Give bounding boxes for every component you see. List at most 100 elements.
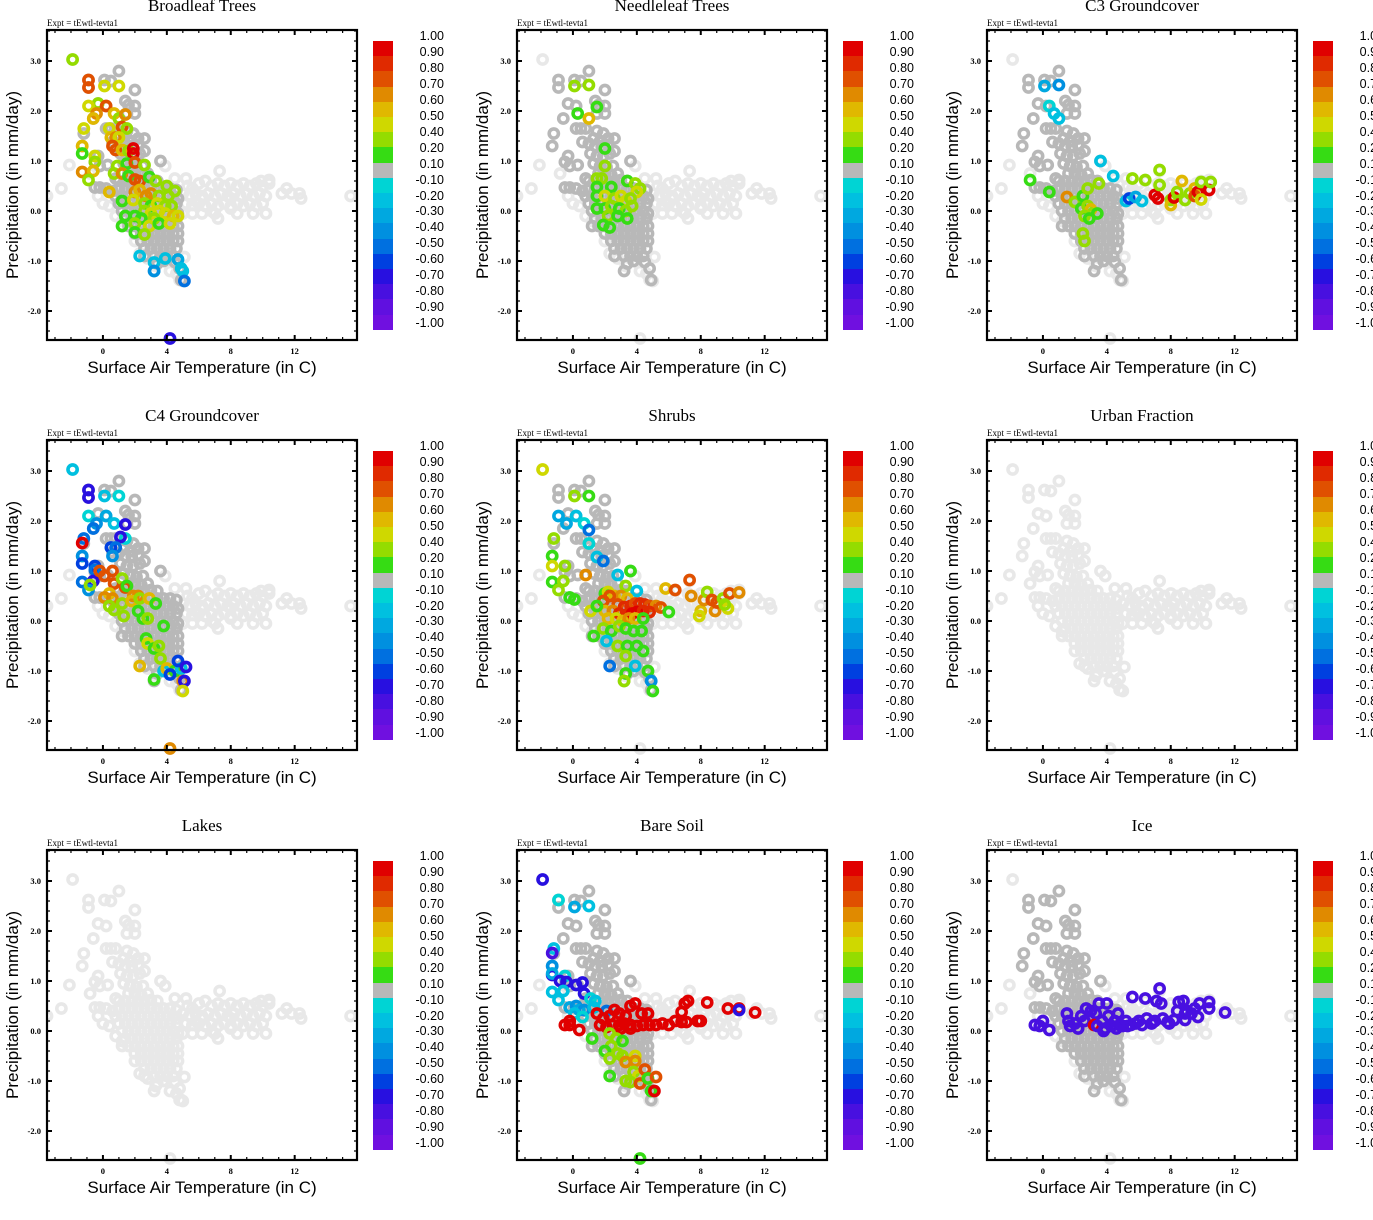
colorbar-label: 0.70 <box>419 76 444 91</box>
data-point-insignificant <box>1033 1001 1047 1014</box>
data-point <box>1175 174 1189 188</box>
colorbar-segment <box>1313 1013 1333 1029</box>
data-point-masked <box>1145 614 1158 628</box>
x-tick-label: 0 <box>1041 756 1045 766</box>
data-point-insignificant <box>98 483 111 497</box>
data-point-masked <box>55 182 68 195</box>
colorbar-segment <box>843 299 863 315</box>
colorbar-label: 0.70 <box>419 486 444 501</box>
data-point <box>179 660 193 674</box>
colorbar-label: 0.70 <box>889 896 914 911</box>
colorbar-label: -0.10 <box>885 172 915 187</box>
data-point <box>593 1018 607 1032</box>
data-point-insignificant <box>138 554 151 568</box>
data-point-masked <box>633 742 647 755</box>
data-point-insignificant <box>1028 1001 1042 1014</box>
colorbar-segment <box>373 238 393 254</box>
data-point-masked <box>1151 1032 1165 1045</box>
colorbar-segment <box>373 223 393 239</box>
data-point-masked <box>138 964 151 978</box>
colorbar-segment <box>373 694 393 710</box>
colorbar-label: -0.80 <box>885 284 915 299</box>
y-tick-label: 2.0 <box>500 926 511 936</box>
data-point-masked <box>1022 491 1035 504</box>
colorbar-label: -0.50 <box>885 236 915 251</box>
data-point-masked <box>1015 549 1029 563</box>
colorbar-label: 0.80 <box>419 60 444 75</box>
data-point <box>668 583 682 597</box>
data-point-masked <box>1003 568 1016 582</box>
data-point-insignificant <box>1062 1039 1075 1053</box>
colorbar-segment <box>373 937 393 953</box>
data-point-masked <box>246 1027 260 1040</box>
data-point <box>1178 1007 1192 1020</box>
data-point <box>136 612 150 625</box>
data-point <box>82 99 95 113</box>
panel-title: C4 Groundcover <box>145 406 259 425</box>
data-point <box>603 1052 617 1065</box>
colorbar-label: -0.70 <box>1355 678 1373 693</box>
colorbar-label: 0.80 <box>1359 880 1373 895</box>
data-point-insignificant <box>154 564 167 578</box>
data-point-insignificant <box>1049 942 1063 955</box>
colorbar-label: 0.40 <box>419 124 444 139</box>
colorbar-segment <box>373 481 393 497</box>
colorbar-segment <box>1313 162 1333 178</box>
data-point-insignificant <box>582 884 596 898</box>
data-point <box>115 194 129 208</box>
data-point <box>636 644 650 658</box>
colorbar-label: 0.60 <box>1359 92 1373 107</box>
data-point <box>1121 1019 1134 1033</box>
data-point-insignificant <box>1041 158 1055 172</box>
data-point-masked <box>102 199 116 213</box>
data-point-masked <box>1017 537 1031 550</box>
colorbar-label: 0.10 <box>419 566 444 581</box>
colorbar-segment <box>1313 557 1333 573</box>
x-tick-label: 12 <box>1230 1166 1239 1176</box>
y-tick-label: 2.0 <box>30 926 41 936</box>
data-point-masked <box>99 919 113 933</box>
colorbar-label: -0.80 <box>1355 694 1373 709</box>
colorbar-segment <box>373 648 393 664</box>
data-point <box>552 583 565 597</box>
data-point-masked <box>205 1024 218 1038</box>
data-point-masked <box>213 164 226 178</box>
colorbar-label: 0.60 <box>419 502 444 517</box>
data-point <box>1100 997 1114 1010</box>
data-point-masked <box>665 207 679 220</box>
plot-area: 0 4 8 12 3.0 2.0 1.0 0.0 -1.0 -2.0 <box>28 848 359 1176</box>
data-point <box>1097 1024 1110 1038</box>
colorbar-segment <box>373 101 393 118</box>
data-point <box>545 946 559 960</box>
data-point <box>732 1003 746 1017</box>
data-point-masked <box>224 602 238 615</box>
y-tick-label: 1.0 <box>500 976 511 986</box>
colorbar-segment <box>373 587 393 604</box>
colorbar-label: 0.50 <box>889 518 914 533</box>
data-point <box>1146 1015 1160 1029</box>
colorbar-segment <box>843 223 863 239</box>
data-point <box>556 984 570 998</box>
data-point-masked <box>665 617 679 630</box>
panel-title: Shrubs <box>648 406 696 425</box>
x-tick-label: 8 <box>229 346 233 356</box>
colorbar-segment <box>373 299 393 315</box>
colorbar-label: -0.90 <box>1355 300 1373 315</box>
x-axis-label: Surface Air Temperature (in C) <box>557 768 787 787</box>
colorbar-label: -0.10 <box>1355 582 1373 597</box>
colorbar-segment <box>1313 648 1333 664</box>
colorbar-segment <box>843 253 863 270</box>
data-point-masked <box>1078 542 1091 555</box>
x-tick-label: 0 <box>101 756 105 766</box>
colorbar-label: -0.30 <box>1355 614 1373 629</box>
data-point-insignificant <box>1052 884 1066 898</box>
colorbar-label: 0.10 <box>419 976 444 991</box>
data-point-insignificant <box>598 83 612 97</box>
plot-frame <box>515 438 829 752</box>
data-point <box>572 1023 586 1037</box>
data-point-insignificant <box>1071 132 1085 145</box>
colorbar-label: 0.90 <box>1359 454 1373 469</box>
data-point-masked <box>1006 873 1019 886</box>
colorbar-labels: 1.000.900.800.700.600.500.400.200.10-0.1… <box>1340 439 1373 742</box>
data-point-masked <box>213 574 226 588</box>
